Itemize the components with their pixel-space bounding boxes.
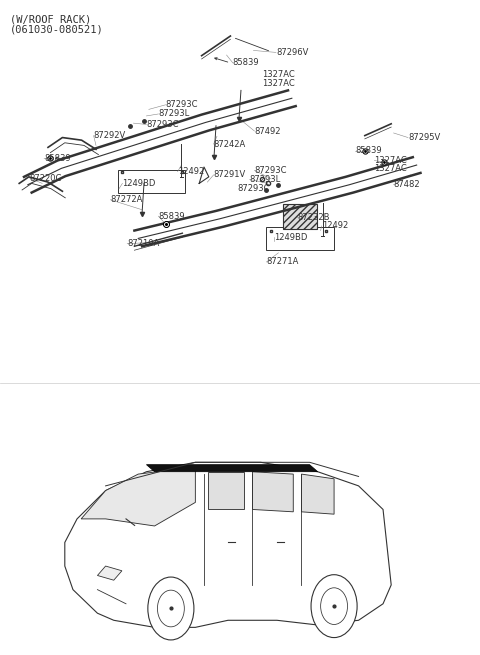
Circle shape	[311, 574, 357, 637]
Text: 85839: 85839	[233, 58, 259, 67]
Text: 87293C: 87293C	[166, 100, 198, 109]
Text: 87293C: 87293C	[254, 166, 287, 175]
Circle shape	[148, 577, 194, 640]
Text: 87293L: 87293L	[158, 109, 190, 119]
Circle shape	[157, 590, 184, 627]
Text: (061030-080521): (061030-080521)	[10, 24, 103, 34]
Bar	[118, 170, 185, 193]
Text: 87242A: 87242A	[214, 140, 246, 149]
Text: 87210A: 87210A	[127, 239, 159, 248]
Text: 87482: 87482	[394, 180, 420, 189]
Text: 87296V: 87296V	[276, 48, 308, 57]
Text: 87492: 87492	[254, 126, 281, 136]
Polygon shape	[65, 462, 391, 627]
Text: 87293C: 87293C	[238, 184, 270, 193]
Polygon shape	[207, 472, 244, 510]
Text: 87272A: 87272A	[110, 195, 143, 204]
Text: 1327AC: 1327AC	[262, 70, 294, 79]
Text: 85839: 85839	[44, 154, 71, 163]
Text: 87293L: 87293L	[250, 175, 281, 184]
Polygon shape	[301, 474, 334, 514]
Text: 1249BD: 1249BD	[122, 179, 156, 188]
Bar	[283, 204, 317, 229]
Polygon shape	[146, 464, 318, 472]
Text: 87232B: 87232B	[298, 213, 330, 222]
Text: 12492: 12492	[178, 167, 204, 176]
Text: (W/ROOF RACK): (W/ROOF RACK)	[10, 14, 91, 24]
Text: 87293C: 87293C	[146, 120, 179, 129]
Polygon shape	[81, 467, 195, 526]
Text: 1327AC: 1327AC	[262, 79, 294, 88]
Text: 1249BD: 1249BD	[274, 233, 307, 242]
Text: 87291V: 87291V	[214, 170, 246, 179]
Text: 1327AC: 1327AC	[374, 164, 407, 174]
Text: 87292V: 87292V	[94, 131, 126, 140]
Text: 87295V: 87295V	[408, 133, 440, 142]
Circle shape	[321, 588, 348, 624]
Polygon shape	[252, 472, 293, 512]
Text: 85839: 85839	[158, 212, 185, 221]
Text: 12492: 12492	[322, 221, 348, 231]
Polygon shape	[97, 566, 122, 580]
Text: 85839: 85839	[355, 146, 382, 155]
Bar	[266, 227, 334, 250]
Text: 1327AC: 1327AC	[374, 156, 407, 165]
Text: 87271A: 87271A	[266, 257, 299, 267]
Text: 87220C: 87220C	[30, 174, 62, 183]
